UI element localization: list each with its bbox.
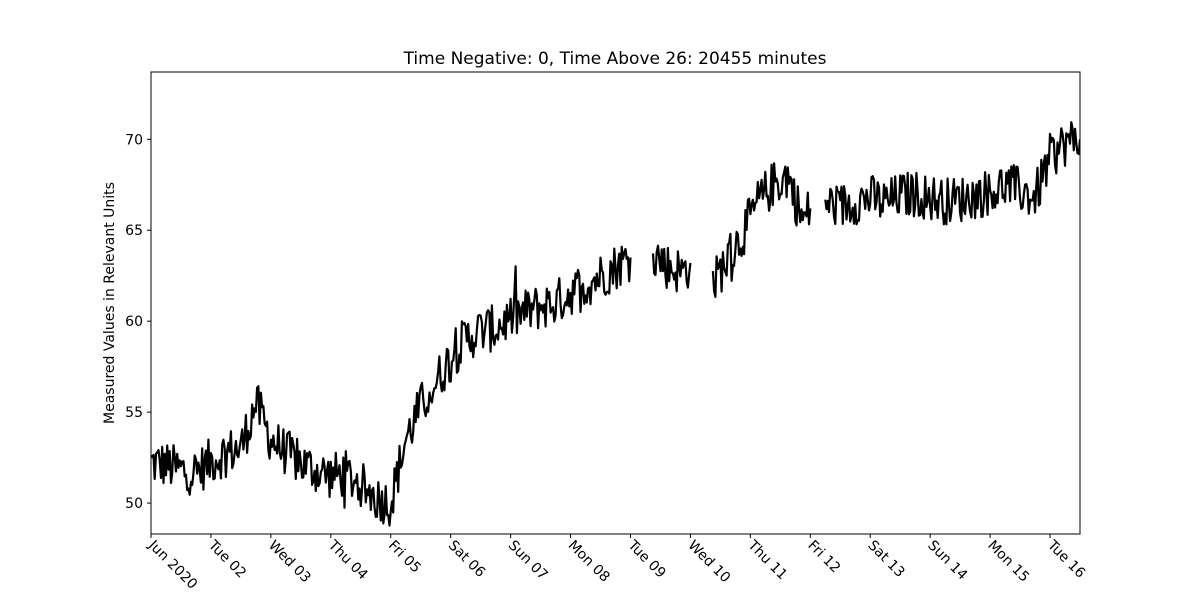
series-line-segment (711, 162, 812, 298)
y-axis-label: Measured Values in Relevant Units (102, 182, 118, 424)
x-tick-label: Fri 12 (804, 538, 843, 577)
x-tick-label: Sun 14 (924, 538, 970, 584)
x-tick-label: Mon 08 (565, 538, 613, 586)
y-tick-label: 65 (125, 223, 143, 239)
y-tick-label: 60 (125, 314, 143, 330)
y-tick-label: 55 (125, 405, 143, 421)
x-tick-label: Thu 11 (744, 537, 790, 583)
x-tick-label: Mon 15 (984, 538, 1032, 586)
series-line-segment (824, 121, 1080, 226)
x-tick-label: Wed 03 (265, 538, 314, 587)
x-tick-label: Thu 04 (324, 537, 370, 583)
x-tick-label: Fri 05 (385, 538, 424, 577)
y-tick-label: 70 (125, 132, 143, 148)
series-line-segment (151, 245, 632, 527)
x-tick-label: Sat 06 (445, 538, 488, 581)
x-tick-label: Sat 13 (864, 538, 907, 581)
x-tick-label: Tue 09 (624, 537, 669, 582)
x-tick-label: Tue 02 (204, 537, 249, 582)
x-tick-label: Sun 07 (505, 538, 551, 584)
chart-title: Time Negative: 0, Time Above 26: 20455 m… (403, 49, 827, 69)
x-tick-label: Jun 2020 (144, 537, 200, 593)
y-axis: 50 55 60 65 70 (125, 132, 151, 512)
plot-frame (150, 71, 1081, 535)
series-layer (151, 121, 1080, 527)
x-tick-label: Tue 16 (1043, 537, 1088, 582)
x-tick-label: Wed 10 (685, 538, 734, 587)
x-axis: Jun 2020 Tue 02 Wed 03 Thu 04 Fri 05 Sat 06 Su… (144, 534, 1088, 593)
series-line-segment (651, 244, 692, 293)
y-tick-label: 50 (125, 496, 143, 512)
